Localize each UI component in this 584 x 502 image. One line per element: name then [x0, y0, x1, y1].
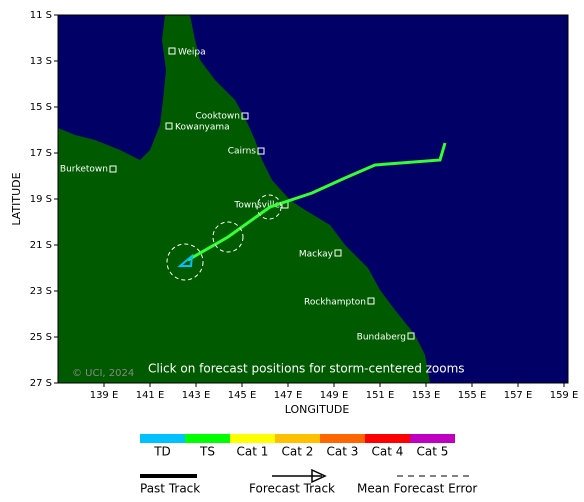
- lat-tick-label: 13 S: [30, 56, 52, 67]
- x-axis-label: LONGITUDE: [285, 403, 350, 416]
- lon-tick-label: 155 E: [458, 390, 487, 401]
- legend-label: Cat 1: [237, 445, 269, 459]
- forecast-track: [187, 142, 447, 262]
- y-axis-label: LATITUDE: [10, 172, 23, 225]
- lat-tick-label: 15 S: [30, 102, 52, 113]
- land: [58, 15, 430, 383]
- city-label: Burketown: [60, 165, 108, 175]
- city-label: Cairns: [228, 147, 257, 157]
- lon-tick-label: 141 E: [136, 390, 165, 401]
- lon-tick-label: 149 E: [320, 390, 349, 401]
- legend-label: Cat 5: [417, 445, 449, 459]
- legend-label: Forecast Track: [249, 482, 335, 496]
- error-circle[interactable]: [212, 221, 244, 253]
- lat-tick-label: 27 S: [30, 378, 52, 389]
- arrow-head: [311, 468, 327, 484]
- legend-label: Cat 3: [327, 445, 359, 459]
- legend-swatch: [365, 434, 410, 443]
- city-label: Bundaberg: [357, 333, 406, 343]
- legend-swatch: [320, 434, 365, 443]
- lon-tick-label: 147 E: [274, 390, 303, 401]
- legend: TD TS Cat 1 Cat 2 Cat 3 Cat 4 Cat 5: [140, 434, 455, 459]
- city-label: Weipa: [178, 48, 206, 58]
- legend-label: Past Track: [140, 482, 200, 496]
- error-circle[interactable]: [166, 243, 204, 281]
- lon-tick-label: 139 E: [90, 390, 119, 401]
- legend-label: Mean Forecast Error: [357, 482, 477, 496]
- city-label: Cooktown: [195, 112, 240, 122]
- lat-tick-label: 25 S: [30, 332, 52, 343]
- lon-tick-label: 157 E: [504, 390, 533, 401]
- legend-label: Cat 2: [282, 445, 314, 459]
- lon-tick-label: 159 E: [550, 390, 579, 401]
- city-label: Rockhampton: [304, 298, 366, 308]
- lat-tick-label: 23 S: [30, 286, 52, 297]
- legend-label: Cat 4: [372, 445, 404, 459]
- copyright: © UCI, 2024: [72, 368, 134, 379]
- lat-tick-label: 21 S: [30, 240, 52, 251]
- city-label: Mackay: [299, 250, 334, 260]
- legend-swatch: [410, 434, 455, 443]
- lat-tick-label: 17 S: [30, 148, 52, 159]
- storm-marker: [177, 253, 194, 267]
- lat-tick-label: 11 S: [30, 10, 52, 21]
- note: Click on forecast positions for storm-ce…: [148, 362, 465, 376]
- lon-tick-label: 143 E: [182, 390, 211, 401]
- legend-swatch: [275, 434, 320, 443]
- error-circle[interactable]: [256, 194, 282, 220]
- lon-tick-label: 153 E: [412, 390, 441, 401]
- lon-axis: 139 E 141 E 143 E 145 E 147 E 149 E 151 E 153 E…: [90, 383, 579, 401]
- legend-swatch: [185, 434, 230, 443]
- lat-tick-label: 19 S: [30, 194, 52, 205]
- lat-axis: 11 S 13 S 15 S 17 S 19 S 21 S 23 S 25 S 27 S: [30, 10, 58, 389]
- lon-tick-label: 145 E: [228, 390, 257, 401]
- legend-swatch: [140, 434, 185, 443]
- city-label: Kowanyama: [175, 123, 230, 133]
- legend-label: TS: [199, 445, 215, 459]
- lon-tick-label: 151 E: [366, 390, 395, 401]
- legend-swatch: [230, 434, 275, 443]
- legend-label: TD: [153, 445, 171, 459]
